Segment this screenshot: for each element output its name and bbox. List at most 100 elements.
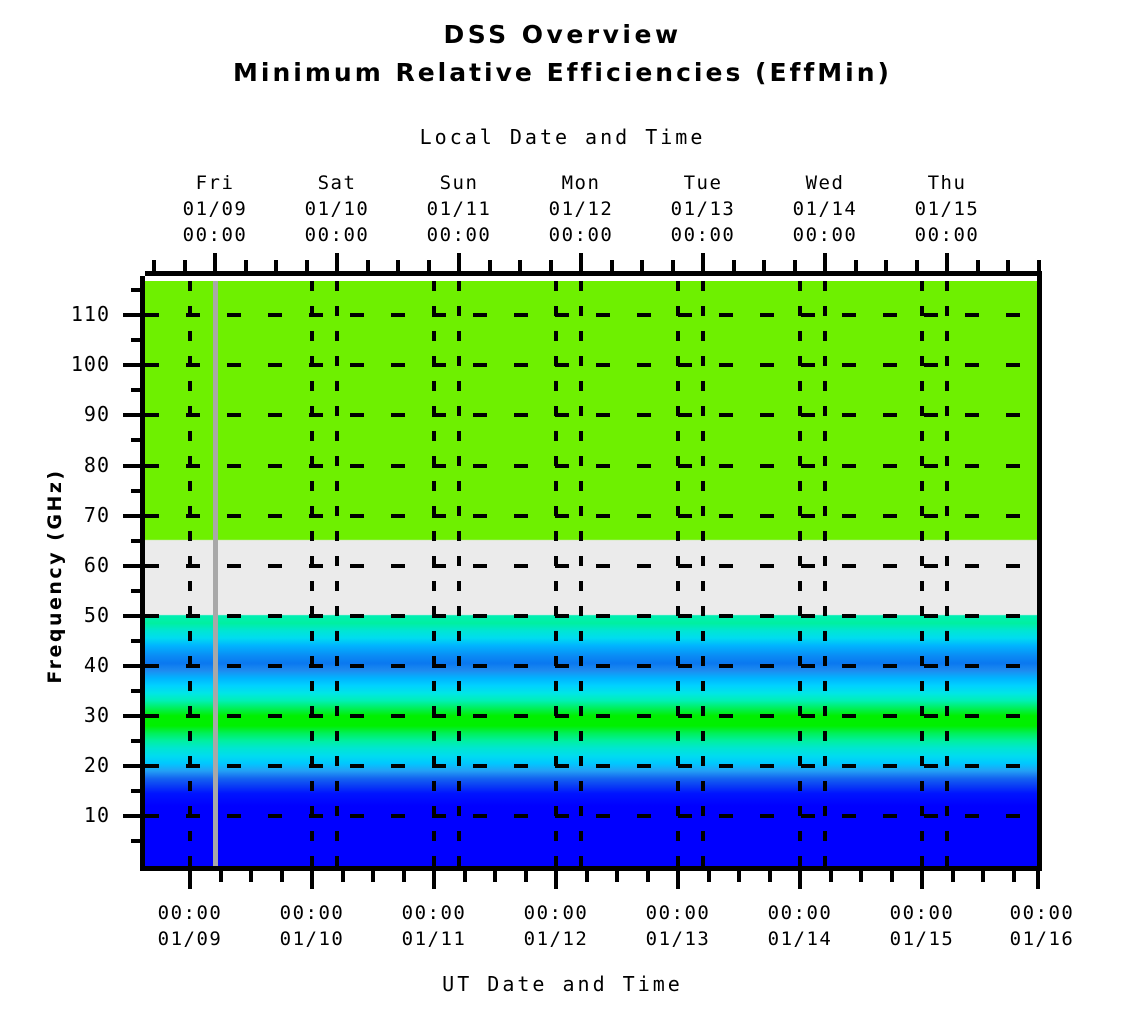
grid-line-horizontal [145,363,1042,367]
top-tick-label: Tue 01/13 00:00 [633,170,773,248]
grid-line-vertical [310,281,314,866]
top-tick-label-time: 00:00 [792,224,858,246]
tick-major-bottom [310,871,314,889]
y-tick-label: 90 [83,402,110,426]
tick-major-bottom [432,871,436,889]
grid-line-vertical [432,281,436,866]
top-tick-label-date: 01/13 [670,198,736,220]
grid-line-horizontal [145,664,1042,668]
tick-minor-bottom [615,871,619,882]
top-tick-label: Mon 01/12 00:00 [511,170,651,248]
bottom-tick-label-date: 01/13 [645,928,711,950]
grid-line-horizontal [145,464,1042,468]
bottom-tick-label-date: 01/11 [401,928,467,950]
y-tick-label: 60 [83,553,110,577]
top-tick-label: Fri 01/09 00:00 [145,170,285,248]
bottom-axis-line [145,866,1042,871]
tick-minor-top [609,260,614,271]
tick-major-top [213,253,217,271]
tick-minor-bottom [493,871,497,882]
tick-minor-bottom [584,871,589,882]
top-tick-label-day: Tue [683,172,723,194]
top-axis-line [145,271,1042,276]
grid-line-horizontal [145,413,1042,417]
grid-line-horizontal [145,814,1042,818]
tick-minor-bottom [889,871,894,882]
tick-minor-bottom [401,871,406,882]
grid-line-vertical [798,281,802,866]
grid-line-vertical [188,281,192,866]
y-tick-label: 100 [70,352,110,376]
tick-minor-top [1036,260,1041,271]
heatmap-plot-area[interactable] [145,281,1042,866]
top-tick-label-time: 00:00 [304,224,370,246]
tick-major-top [945,253,949,271]
grid-line-vertical [823,281,827,866]
grid-line-vertical [554,281,558,866]
tick-minor-bottom [706,871,711,882]
tick-minor-left [131,438,145,442]
tick-minor-top [518,260,522,271]
bottom-tick-label: 00:00 01/16 [972,900,1112,952]
top-tick-label-day: Sat [317,172,357,194]
bottom-tick-label-time: 00:00 [1009,902,1075,924]
left-axis-line [140,276,145,871]
tick-major-bottom [676,871,680,889]
y-tick-label: 20 [83,753,110,777]
top-tick-label-date: 01/10 [304,198,370,220]
bottom-axis-title: UT Date and Time [442,972,683,996]
tick-major-left [123,564,145,568]
y-tick-label: 50 [83,603,110,627]
tick-minor-left [131,689,145,693]
tick-major-top [335,253,339,271]
top-tick-label-time: 00:00 [914,224,980,246]
bottom-tick-label: 00:00 01/14 [730,900,870,952]
grid-line-vertical [457,281,461,866]
bottom-tick-label-time: 00:00 [767,902,833,924]
tick-major-left [123,413,145,417]
bottom-tick-label: 00:00 01/11 [364,900,504,952]
top-tick-label-day: Wed [805,172,845,194]
grid-line-horizontal [145,564,1042,568]
top-tick-label: Thu 01/15 00:00 [877,170,1017,248]
top-tick-label: Sun 01/11 00:00 [389,170,529,248]
top-tick-label: Wed 01/14 00:00 [755,170,895,248]
tick-major-left [123,814,145,818]
tick-minor-top [304,260,309,271]
tick-minor-left [131,639,145,643]
bottom-tick-label: 00:00 01/13 [608,900,748,952]
bottom-tick-label-date: 01/12 [523,928,589,950]
tick-minor-top [274,260,278,271]
y-tick-label: 30 [83,703,110,727]
tick-minor-left [131,589,145,593]
bottom-tick-label-time: 00:00 [157,902,223,924]
y-tick-label: 80 [83,453,110,477]
tick-minor-top [670,260,675,271]
tick-minor-top [853,260,858,271]
y-tick-label: 110 [70,302,110,326]
tick-minor-top [792,260,797,271]
tick-minor-left [131,288,145,292]
tick-minor-left [131,338,145,342]
tick-minor-top [975,260,980,271]
tick-minor-bottom [340,871,345,882]
top-tick-label-day: Fri [195,172,235,194]
bottom-tick-label-time: 00:00 [401,902,467,924]
top-tick-label-day: Sun [439,172,479,194]
tick-minor-top [1006,260,1010,271]
tick-minor-left [131,839,145,843]
top-tick-label-date: 01/15 [914,198,980,220]
tick-minor-top [762,260,766,271]
grid-line-vertical [579,281,583,866]
tick-major-bottom [188,871,192,889]
grid-line-vertical [920,281,924,866]
top-tick-label-day: Mon [561,172,601,194]
tick-minor-left [131,489,145,493]
tick-minor-bottom [645,871,650,882]
tick-minor-top [884,260,888,271]
tick-major-left [123,664,145,668]
bottom-tick-label-time: 00:00 [523,902,589,924]
tick-minor-bottom [981,871,985,882]
top-tick-label-date: 01/11 [426,198,492,220]
bottom-tick-label: 00:00 01/15 [852,900,992,952]
